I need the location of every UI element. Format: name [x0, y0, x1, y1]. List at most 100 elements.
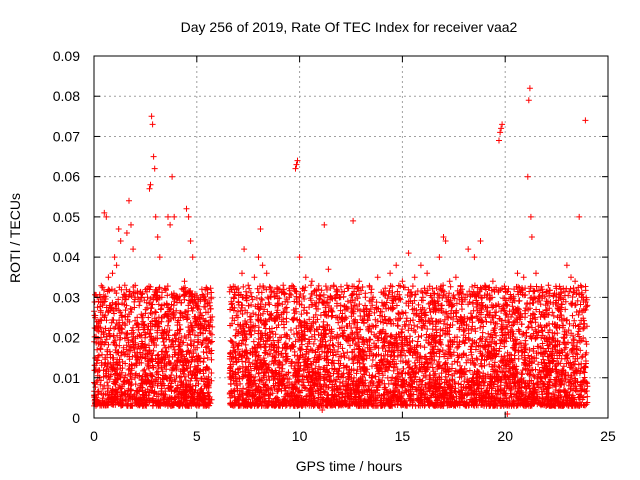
data-point — [206, 395, 213, 402]
data-point — [171, 388, 178, 395]
data-point — [102, 325, 109, 332]
data-point — [193, 301, 200, 307]
data-point — [178, 357, 184, 364]
data-point — [173, 362, 180, 369]
data-point — [192, 375, 199, 382]
data-point — [91, 299, 98, 305]
data-point — [135, 395, 142, 402]
data-point — [109, 354, 116, 361]
data-point — [94, 357, 101, 364]
data-point — [172, 338, 179, 345]
data-point — [202, 303, 209, 310]
data-point — [100, 293, 107, 300]
data-point — [141, 297, 148, 304]
data-point — [122, 307, 129, 314]
data-point — [159, 314, 165, 321]
data-point — [149, 301, 156, 308]
data-point — [127, 373, 134, 380]
data-point — [161, 342, 168, 349]
data-point — [200, 366, 207, 373]
data-point — [178, 381, 185, 388]
data-point — [94, 346, 101, 353]
data-point — [103, 372, 110, 379]
data-point — [175, 350, 182, 357]
data-point — [194, 305, 201, 312]
data-point — [178, 299, 185, 306]
data-point — [112, 376, 119, 383]
data-point — [200, 349, 207, 355]
data-point — [209, 338, 215, 345]
data-point — [115, 296, 122, 303]
data-point — [495, 363, 502, 370]
data-point — [119, 398, 126, 404]
data-point — [126, 311, 133, 318]
data-point — [112, 337, 119, 344]
data-point — [125, 337, 132, 344]
data-point — [105, 341, 112, 348]
data-point — [168, 372, 175, 378]
data-point — [205, 309, 212, 316]
data-point — [207, 339, 214, 346]
data-point — [105, 385, 112, 392]
data-point — [181, 389, 188, 396]
data-point — [138, 384, 145, 391]
data-point — [128, 344, 135, 351]
data-point — [162, 391, 169, 398]
data-point — [200, 359, 207, 365]
data-point — [144, 378, 151, 385]
data-point — [91, 380, 98, 387]
data-point — [192, 396, 198, 403]
data-point — [172, 351, 179, 358]
data-point — [156, 323, 163, 330]
data-point — [125, 380, 132, 387]
data-point — [164, 322, 171, 329]
data-point — [176, 341, 182, 348]
data-point — [95, 298, 102, 305]
data-point — [118, 352, 124, 359]
data-point — [146, 299, 153, 306]
data-point — [142, 334, 149, 341]
data-point — [92, 291, 98, 298]
data-point — [133, 370, 139, 377]
data-point — [183, 362, 190, 369]
data-point — [171, 376, 178, 383]
data-point — [119, 319, 126, 326]
data-point — [204, 379, 211, 386]
data-point — [191, 332, 198, 338]
data-point — [152, 308, 159, 315]
data-point — [184, 342, 191, 349]
data-point — [159, 348, 166, 355]
data-point — [190, 367, 197, 374]
data-point — [161, 334, 168, 341]
data-point — [154, 335, 161, 342]
data-point — [201, 318, 208, 325]
data-point — [185, 302, 192, 309]
data-point — [152, 317, 159, 324]
data-point — [146, 347, 153, 354]
data-point — [134, 388, 141, 395]
data-point — [126, 318, 133, 325]
data-point — [118, 391, 125, 398]
data-point — [101, 287, 107, 293]
data-point — [116, 382, 123, 389]
data-point — [171, 361, 177, 368]
data-point — [185, 347, 192, 354]
data-point — [108, 398, 115, 405]
data-point — [157, 306, 164, 313]
data-point — [92, 399, 99, 406]
data-point — [111, 372, 118, 378]
data-point — [105, 330, 112, 337]
data-point — [158, 318, 165, 325]
data-point — [102, 354, 109, 361]
data-point — [118, 325, 125, 332]
data-point — [143, 372, 150, 378]
data-point — [192, 346, 199, 353]
data-point — [104, 288, 111, 295]
data-point — [128, 293, 135, 299]
data-point — [164, 292, 171, 299]
data-point — [154, 327, 161, 334]
data-point — [148, 305, 155, 311]
data-point — [117, 309, 124, 316]
data-point — [113, 290, 120, 297]
data-point — [132, 339, 139, 346]
